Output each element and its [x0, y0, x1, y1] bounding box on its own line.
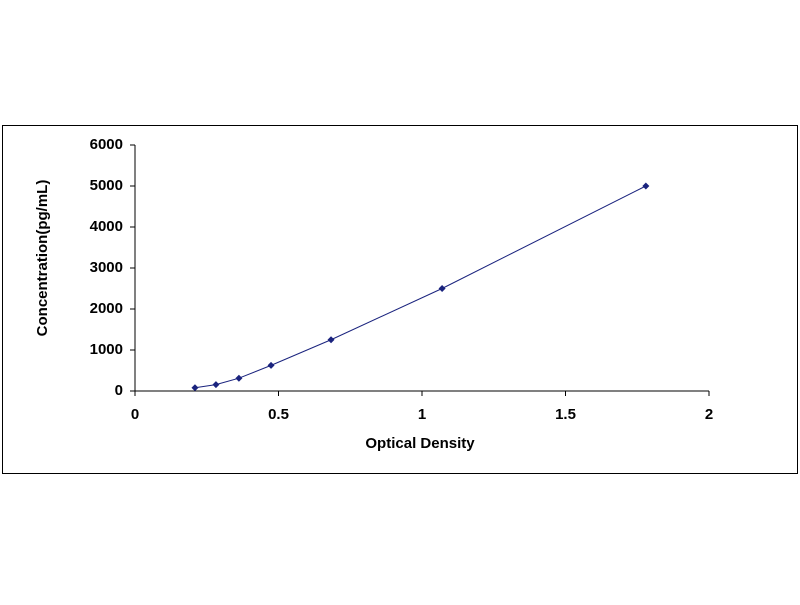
x-tick-label: 0: [131, 406, 139, 423]
x-tick-label: 2: [705, 406, 713, 423]
y-tick-label: 1000: [90, 341, 123, 358]
point: [327, 336, 335, 344]
y-axis-label: Concentration(pg/mL): [34, 180, 51, 337]
point: [212, 381, 220, 389]
point: [191, 384, 199, 392]
point: [235, 374, 243, 382]
y-tick-label: 0: [115, 382, 123, 399]
y-tick-label: 6000: [90, 136, 123, 153]
point: [438, 285, 446, 292]
y-tick-label: 4000: [90, 218, 123, 235]
x-tick-label: 0.5: [268, 406, 289, 423]
x-axis-label: Optical Density: [365, 435, 475, 452]
x-tick-label: 1.5: [555, 406, 576, 423]
y-tick-label: 3000: [90, 259, 123, 276]
x-tick-label: 1: [418, 406, 426, 423]
y-tick-label: 5000: [90, 177, 123, 194]
point: [642, 182, 650, 190]
y-tick-label: 2000: [90, 300, 123, 317]
point: [267, 361, 275, 369]
